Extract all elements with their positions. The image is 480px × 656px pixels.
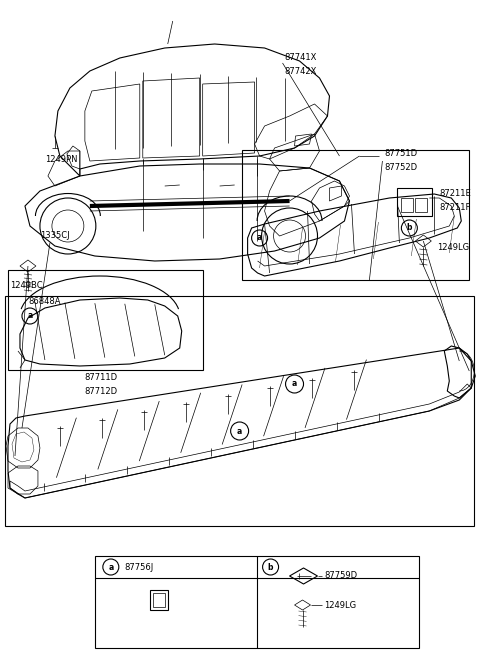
Bar [150,590,168,610]
Text: 87742X: 87742X [285,68,317,77]
Text: a: a [237,426,242,436]
Text: 87759D: 87759D [324,571,358,581]
Bar [5,296,474,526]
Bar [241,150,469,280]
Text: 87741X: 87741X [285,54,317,62]
Text: a: a [108,562,113,571]
Text: 87712D: 87712D [85,388,118,396]
Text: b: b [407,224,412,232]
Bar [415,198,427,212]
Text: 1249LG: 1249LG [324,600,357,609]
Text: 87756J: 87756J [125,562,154,571]
Text: 86848A: 86848A [28,297,60,306]
Bar [401,198,413,212]
Text: 1249BC: 1249BC [10,281,43,291]
Text: 1335CJ: 1335CJ [40,232,70,241]
Bar [397,188,432,216]
Text: 87211E: 87211E [439,190,471,199]
Text: 87752D: 87752D [384,163,418,173]
Text: 87211F: 87211F [439,203,471,213]
Text: a: a [27,312,33,321]
Text: 1249LG: 1249LG [437,243,469,253]
Text: a: a [257,234,262,243]
Bar [95,556,420,648]
Bar [153,593,165,607]
Text: 87751D: 87751D [384,150,418,159]
Text: b: b [268,562,273,571]
Text: a: a [292,380,297,388]
Bar [8,270,203,370]
Text: 1249PN: 1249PN [45,155,77,163]
Text: 87711D: 87711D [85,373,118,382]
